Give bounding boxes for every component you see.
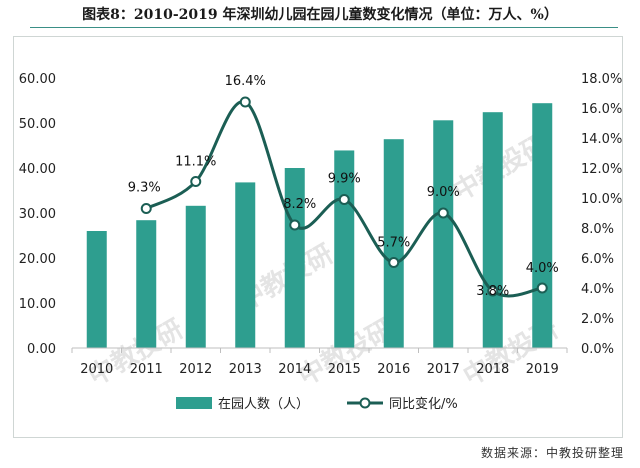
title-rule	[30, 27, 618, 28]
x-tick-label: 2015	[328, 362, 361, 377]
x-tick-label: 2017	[427, 362, 460, 377]
right-tick-label: 16.0%	[581, 102, 622, 117]
bar-2014	[284, 168, 305, 348]
growth-label-2015: 9.9%	[328, 172, 361, 187]
x-tick-label: 2019	[526, 362, 559, 377]
bar-2016	[383, 139, 404, 348]
right-tick-label: 14.0%	[581, 132, 622, 147]
legend-bar-swatch	[176, 397, 212, 409]
right-tick-label: 6.0%	[581, 252, 614, 267]
growth-point-2015	[338, 194, 350, 205]
growth-point-2014	[289, 219, 301, 231]
x-tick-label: 2012	[179, 362, 212, 377]
growth-point-2018	[487, 285, 499, 297]
right-tick-label: 8.0%	[581, 222, 614, 237]
legend-bar-label: 在园人数（人）	[218, 397, 309, 412]
left-tick-label: 60.00	[19, 72, 56, 87]
left-tick-label: 10.00	[19, 297, 56, 312]
legend-line-label: 同比变化/%	[389, 396, 458, 412]
x-tick-label: 2016	[377, 362, 410, 377]
left-tick-label: 50.00	[19, 117, 56, 132]
x-tick-label: 2011	[130, 362, 163, 377]
growth-label-2019: 4.0%	[526, 261, 559, 276]
left-tick-label: 30.00	[19, 207, 56, 222]
x-axis: 2010 2011 2012 2013 2014 2015 2016 2017 2018 2019	[71, 347, 568, 377]
right-tick-label: 2.0%	[581, 312, 614, 327]
growth-point-2019	[536, 282, 548, 294]
x-tick-label: 2013	[229, 362, 262, 377]
growth-label-2013: 16.4%	[225, 74, 266, 89]
bar-2018	[482, 112, 503, 348]
right-tick-label: 12.0%	[581, 162, 622, 177]
bar-2013	[235, 182, 256, 348]
source-note: 数据来源：中教投研整理	[480, 446, 624, 460]
growth-point-2012	[190, 176, 202, 187]
right-tick-label: 10.0%	[581, 192, 622, 207]
left-axis: 0.00 10.00 20.00 30.00 40.00 50.00 60.00	[19, 72, 56, 357]
legend-line-marker	[359, 397, 371, 409]
legend: 在园人数（人） 同比变化/%	[176, 396, 458, 412]
growth-point-2017	[437, 207, 449, 219]
growth-label-2018: 3.8%	[476, 284, 509, 299]
right-tick-label: 0.0%	[581, 342, 614, 357]
bar-2011	[136, 220, 157, 348]
growth-label-2016: 5.7%	[377, 236, 410, 251]
bar-2010	[86, 231, 107, 348]
x-tick-label: 2018	[476, 362, 509, 377]
x-tick-label: 2014	[278, 362, 311, 377]
left-tick-label: 20.00	[19, 252, 56, 267]
growth-point-2013	[239, 96, 251, 108]
bars	[86, 103, 553, 348]
growth-point-2016	[388, 257, 400, 268]
right-tick-label: 18.0%	[581, 72, 622, 87]
right-tick-label: 4.0%	[581, 282, 614, 297]
x-tick-label: 2010	[80, 362, 113, 377]
growth-label-2014: 8.2%	[283, 197, 316, 212]
bar-2017	[433, 120, 454, 348]
growth-label-2017: 9.0%	[427, 185, 460, 200]
line-series: 9.3% 11.1% 16.4% 8.2% 9.9% 5.7% 9.0% 3.8% 4.0%	[128, 74, 559, 299]
bar-2012	[185, 205, 206, 348]
left-tick-label: 0.00	[27, 342, 56, 357]
growth-label-2012: 11.1%	[175, 155, 216, 170]
growth-label-2011: 9.3%	[128, 181, 161, 196]
bar-2019	[532, 103, 553, 348]
chart-title: 图表8：2010-2019 年深圳幼儿园在园儿童数变化情况（单位：万人、%）	[82, 7, 558, 23]
chart-panel	[13, 36, 623, 438]
left-tick-label: 40.00	[19, 162, 56, 177]
right-axis: 0.0% 2.0% 4.0% 6.0% 8.0% 10.0% 12.0% 14.0% 16.0%…	[581, 72, 622, 357]
growth-point-2011	[140, 203, 152, 214]
